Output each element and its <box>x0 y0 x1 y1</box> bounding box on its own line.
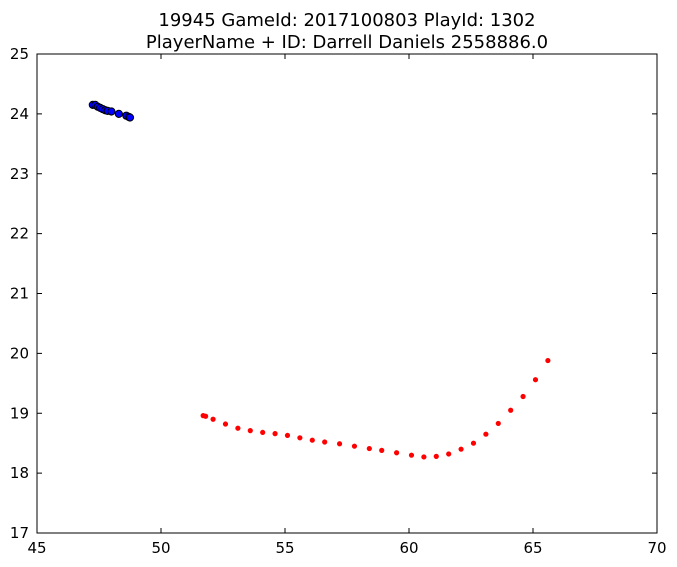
plot-area <box>36 53 658 534</box>
data-point-series-2 <box>483 431 489 437</box>
chart-title-line2: PlayerName + ID: Darrell Daniels 2558886… <box>146 32 548 53</box>
data-point-series-2 <box>545 357 551 364</box>
data-point-series-2 <box>322 439 328 445</box>
data-point-series-2 <box>532 377 539 383</box>
data-points <box>88 100 551 460</box>
x-tick-label: 70 <box>647 539 666 557</box>
data-point-series-2 <box>421 454 427 460</box>
data-point-series-2 <box>203 413 209 419</box>
data-point-series-2 <box>508 407 514 413</box>
data-point-series-2 <box>394 450 400 456</box>
data-point-series-2 <box>495 420 501 427</box>
data-point-series-2 <box>433 453 439 459</box>
data-point-series-2 <box>470 440 477 446</box>
y-tick-label: 25 <box>10 45 29 63</box>
data-point-series-2 <box>336 441 343 447</box>
data-point-series-2 <box>210 416 216 422</box>
data-point-series-2 <box>222 421 229 427</box>
data-point-series-2 <box>351 443 358 449</box>
data-point-series-2 <box>247 428 253 434</box>
data-point-series-2 <box>284 432 291 439</box>
chart-title-line1: 19945 GameId: 2017100803 PlayId: 1302 <box>158 10 535 31</box>
y-tick-label: 22 <box>10 225 29 243</box>
x-tick-label: 60 <box>399 539 418 557</box>
data-point-series-2 <box>379 447 385 453</box>
x-tick-label: 50 <box>151 539 170 557</box>
data-point-series-1 <box>114 109 123 118</box>
data-point-series-2 <box>297 435 303 441</box>
y-tick-label: 20 <box>10 344 29 362</box>
data-point-series-2 <box>366 445 372 452</box>
data-point-series-2 <box>458 446 464 452</box>
data-point-series-1 <box>107 107 116 116</box>
y-tick-label: 17 <box>10 524 29 542</box>
axis-ticks: 45 50 55 60 65 70 17 18 19 20 21 22 23 24 25 <box>10 45 667 557</box>
data-point-series-2 <box>520 393 526 400</box>
data-point-series-2 <box>408 452 415 458</box>
data-point-series-2 <box>446 451 452 457</box>
x-tick-label: 45 <box>27 539 46 557</box>
data-point-series-2 <box>272 431 278 437</box>
y-tick-label: 18 <box>10 464 29 482</box>
y-tick-label: 23 <box>10 165 29 183</box>
y-tick-label: 24 <box>10 105 29 123</box>
x-tick-label: 65 <box>523 539 542 557</box>
data-point-series-2 <box>260 429 266 436</box>
data-point-series-1 <box>125 113 135 122</box>
y-tick-label: 21 <box>10 285 29 303</box>
x-tick-label: 55 <box>275 539 294 557</box>
data-point-series-2 <box>235 425 241 431</box>
data-point-series-2 <box>309 437 315 443</box>
y-tick-label: 19 <box>10 404 29 422</box>
